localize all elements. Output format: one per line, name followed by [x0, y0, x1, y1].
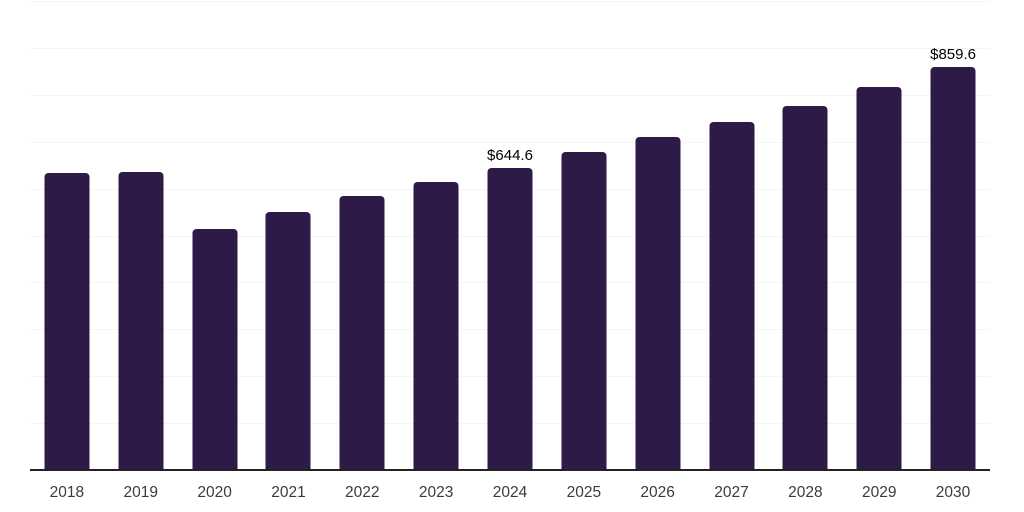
bar-slot: [842, 1, 916, 470]
bar-2027: [709, 122, 755, 470]
gridline: [30, 1, 990, 2]
x-tick-label: 2026: [640, 484, 675, 501]
x-tick-label: 2028: [788, 484, 823, 501]
x-tick-label: 2024: [492, 484, 528, 501]
x-tick-label: 2019: [123, 484, 158, 501]
bar-slot: [768, 1, 842, 470]
bar-2030: [930, 66, 976, 470]
bar-2019: [118, 171, 164, 470]
x-tick-label: 2023: [418, 484, 454, 501]
x-axis-tick-labels: 2018 2019 2020 2021 2022 2023 2024 2025 2026 2027…: [30, 484, 990, 502]
bar-slot: [695, 1, 769, 470]
bars-layer: $644.6 $859.6: [30, 1, 990, 470]
gridline: [30, 141, 990, 143]
x-tick-label: 2030: [935, 484, 971, 501]
bar-2020: [192, 228, 238, 470]
bar-slot: [104, 1, 178, 470]
bar-value-label: $644.6: [487, 146, 533, 164]
x-tick-label: 2025: [566, 484, 602, 501]
bar-2021: [265, 211, 311, 470]
x-tick-label: 2021: [271, 484, 306, 501]
gridline: [30, 47, 990, 49]
x-tick-label: 2018: [49, 484, 85, 501]
x-tick-label: 2020: [197, 484, 232, 501]
x-axis-line: [30, 469, 990, 471]
bar-slot: [325, 1, 399, 470]
bar-slot: [399, 1, 473, 470]
bar-2025: [561, 152, 607, 470]
bar-2022: [339, 195, 385, 470]
bar-slot: [178, 1, 252, 470]
bar-2028: [782, 105, 828, 470]
bar-2024: [487, 167, 533, 470]
bar-slot: [30, 1, 104, 470]
bar-slot: $644.6: [473, 1, 547, 470]
bar-slot: [547, 1, 621, 470]
x-tick-label: 2022: [345, 484, 380, 501]
plot-area: $644.6 $859.6: [30, 1, 990, 471]
bar-value-label: $859.6: [930, 45, 976, 63]
bar-slot: [621, 1, 695, 470]
x-tick-label: 2029: [861, 484, 897, 501]
bar-slot: $859.6: [916, 1, 990, 470]
bar-2029: [856, 86, 902, 470]
bar-2026: [635, 137, 681, 470]
bar-slot: [252, 1, 326, 470]
bar-2018: [44, 173, 90, 470]
bar-2023: [413, 182, 459, 470]
x-tick-label: 2027: [714, 484, 749, 501]
gridline: [30, 94, 990, 96]
